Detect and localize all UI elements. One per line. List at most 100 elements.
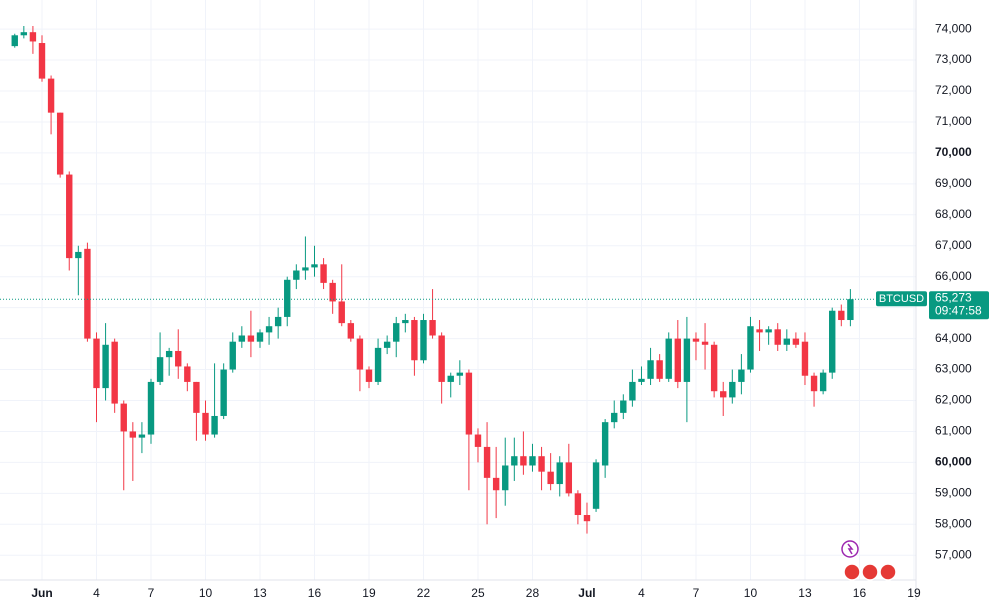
candle-body xyxy=(738,369,745,382)
candle-body xyxy=(611,412,618,423)
symbol-badge xyxy=(876,291,927,307)
candle-body xyxy=(829,310,836,373)
candle-body xyxy=(783,338,791,345)
candle-body xyxy=(274,316,282,327)
symbol-label: BTCUSD xyxy=(879,293,924,305)
candle-body xyxy=(647,360,654,379)
candle-body xyxy=(138,434,146,438)
candle-body xyxy=(374,347,382,382)
candle-body xyxy=(474,434,482,447)
y-tick-label: 62,000 xyxy=(935,393,972,407)
x-tick-label: Jun xyxy=(31,586,52,600)
icon[interactable] xyxy=(879,563,897,581)
candle-body xyxy=(356,338,364,370)
candle-body xyxy=(847,299,854,321)
y-tick-label: 61,000 xyxy=(935,424,972,438)
candle-body xyxy=(347,323,355,339)
candle-body xyxy=(383,341,391,348)
x-tick-label: 19 xyxy=(907,586,921,600)
labels: 57,000 58,000 59,000 60,000 61,000 62,000 63,0… xyxy=(31,21,989,600)
candle-body xyxy=(601,422,609,466)
candle-body xyxy=(592,462,600,509)
x-tick-label: 28 xyxy=(526,586,540,600)
candle-body xyxy=(456,372,464,376)
candle-body xyxy=(511,456,518,466)
candle-body xyxy=(402,320,409,324)
x-tick-label: 4 xyxy=(638,586,645,600)
candle-body xyxy=(629,381,636,401)
candle-body xyxy=(156,357,164,382)
candle-body xyxy=(56,112,64,175)
candle-body xyxy=(238,335,246,342)
countdown-label: 09:47:58 xyxy=(935,303,982,317)
candle-body xyxy=(710,344,718,392)
icon[interactable] xyxy=(843,563,861,581)
y-tick-label: 68,000 xyxy=(935,207,972,221)
candle-body xyxy=(502,465,509,491)
candle-body xyxy=(320,264,327,283)
candle-body xyxy=(420,320,427,361)
y-tick-label: 74,000 xyxy=(935,21,972,35)
candle-body xyxy=(701,341,709,345)
candle-body xyxy=(556,462,563,485)
candle-body xyxy=(756,329,763,333)
y-tick-label: 60,000 xyxy=(935,455,972,469)
candle-body xyxy=(483,446,491,478)
candle-body xyxy=(365,369,373,382)
candle-body xyxy=(111,341,118,404)
candle-body xyxy=(683,338,691,382)
x-tick-label: 22 xyxy=(417,586,431,600)
y-tick-label: 67,000 xyxy=(935,238,972,252)
x-tick-label: 4 xyxy=(93,586,100,600)
y-tick-label: 72,000 xyxy=(935,83,972,97)
candle-body xyxy=(411,320,418,361)
candle-body xyxy=(810,375,818,392)
event-icons xyxy=(841,540,897,581)
candle-body xyxy=(438,335,445,382)
x-tick-label: 7 xyxy=(148,586,155,600)
candle-body xyxy=(38,43,46,79)
candle-body xyxy=(574,493,582,516)
candle-body xyxy=(747,326,754,370)
candle-body xyxy=(620,400,627,413)
candle-body xyxy=(120,403,127,432)
x-tick-label: 13 xyxy=(253,586,267,600)
icon-glyph xyxy=(847,543,854,555)
candle-body xyxy=(165,350,173,358)
x-tick-label: 7 xyxy=(693,586,700,600)
candle-body xyxy=(674,338,682,382)
x-tick-label: 16 xyxy=(308,586,322,600)
candle-body xyxy=(75,251,82,259)
candle-body xyxy=(193,381,200,413)
candle-body xyxy=(792,338,800,345)
candle-body xyxy=(547,471,554,485)
candle-body xyxy=(447,375,454,382)
candle-body xyxy=(656,360,663,379)
candle-body xyxy=(665,338,672,379)
y-tick-label: 64,000 xyxy=(935,331,972,345)
candle-body xyxy=(284,279,291,317)
y-tick-label: 57,000 xyxy=(935,547,972,561)
y-tick-label: 70,000 xyxy=(935,145,972,159)
icon[interactable] xyxy=(861,563,879,581)
candle-body xyxy=(529,456,536,466)
candle-body xyxy=(66,174,73,259)
candle-body xyxy=(765,329,772,333)
candle-body xyxy=(247,335,255,342)
candle-body xyxy=(256,332,264,342)
x-tick-label: 10 xyxy=(744,586,758,600)
candle-body xyxy=(338,301,345,324)
y-tick-label: 58,000 xyxy=(935,516,972,530)
candle-body xyxy=(211,415,218,435)
candle-body xyxy=(465,372,473,435)
candle-body xyxy=(819,372,827,392)
candle-body xyxy=(492,477,500,491)
grid xyxy=(0,0,916,580)
candle-body xyxy=(311,264,318,268)
candle-body xyxy=(147,381,155,435)
candle-body xyxy=(838,310,845,321)
price-badge xyxy=(929,291,989,320)
candle-body xyxy=(638,378,645,382)
candle-body xyxy=(302,267,309,271)
